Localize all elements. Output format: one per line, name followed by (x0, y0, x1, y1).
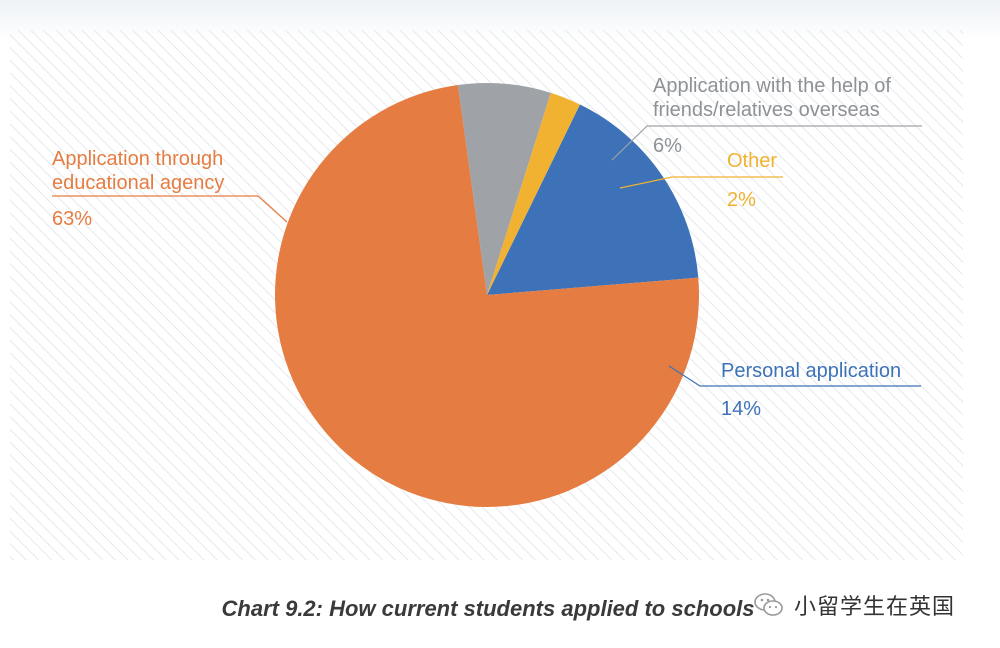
slice-other (487, 92, 580, 295)
label-friends-pct: 6% (653, 135, 682, 157)
label-other-pct: 2% (727, 189, 756, 211)
leader-line-friends (611, 125, 922, 161)
watermark: 小留学生在英国 (752, 588, 955, 622)
label-personal-pct: 14% (721, 398, 761, 420)
leader-line-agency (52, 195, 288, 223)
slice-agency (275, 85, 700, 507)
label-personal-line1: Personal application (721, 360, 901, 382)
slice-personal (487, 104, 699, 296)
chart-caption: Chart 9.2: How current students applied … (0, 596, 1000, 622)
watermark-text: 小留学生在英国 (794, 595, 956, 620)
label-other-line1: Other (727, 150, 777, 172)
label-agency-line1: Application through (52, 148, 223, 170)
label-friends-line1: Application with the help of (653, 75, 891, 97)
caption-text: Chart 9.2: How current students applied … (221, 596, 755, 621)
leader-line-personal (668, 365, 921, 387)
pie-slices (275, 82, 700, 507)
slice-friends (457, 82, 551, 295)
label-agency-line2: educational agency (52, 172, 224, 194)
label-agency-pct: 63% (52, 208, 92, 230)
wechat-icon (754, 593, 783, 616)
leader-line-other (619, 176, 783, 189)
label-friends-line2: friends/relatives overseas (653, 99, 880, 121)
